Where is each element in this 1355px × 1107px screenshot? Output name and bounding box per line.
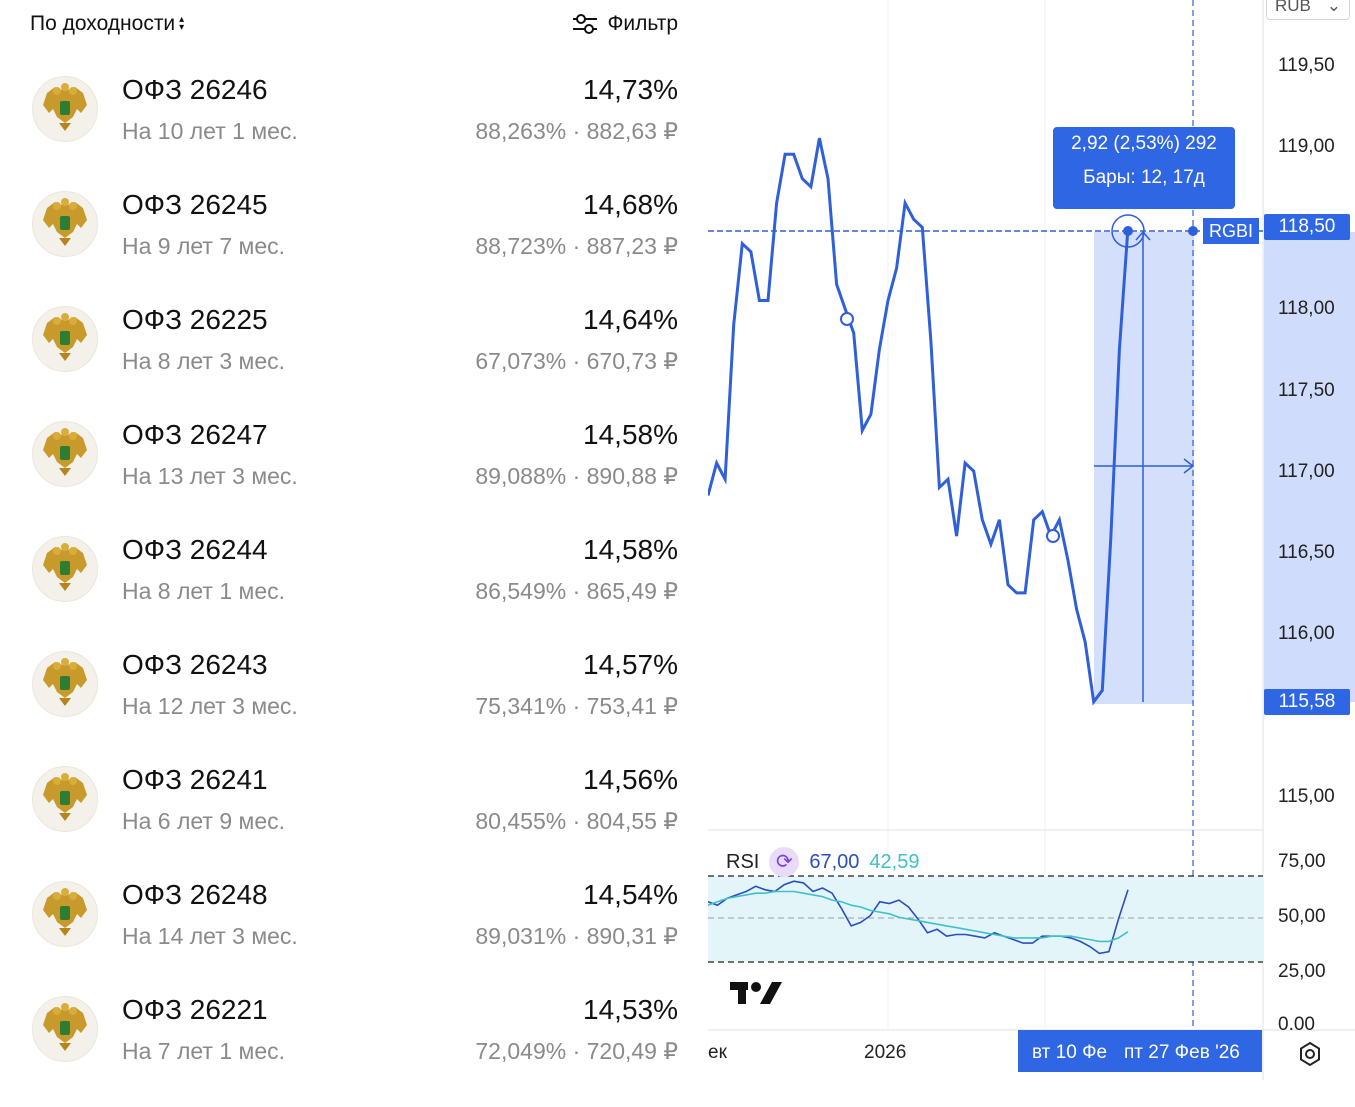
bond-name: ОФЗ 26243 xyxy=(122,649,268,680)
settings-icon[interactable] xyxy=(1296,1040,1324,1068)
price-axis-label: 119,50 xyxy=(1278,55,1335,76)
bond-term: На 6 лет 9 мес. xyxy=(122,808,286,834)
price-axis-label: 115,00 xyxy=(1278,786,1335,807)
time-axis-label: ек xyxy=(708,1042,727,1063)
rsi-axis-label: 25,00 xyxy=(1278,961,1326,982)
bond-yield: 14,73% xyxy=(583,74,678,105)
price-axis-label: 117,00 xyxy=(1278,461,1335,482)
bond-row[interactable]: ОФЗ 26221 На 7 лет 1 мес. 14,53% 72,049%… xyxy=(0,992,708,1107)
bond-row[interactable]: ОФЗ 26245 На 9 лет 7 мес. 14,68% 88,723%… xyxy=(0,187,708,302)
rsi-value: 67,00 xyxy=(809,850,860,873)
rsi-axis-label: 0,00 xyxy=(1278,1014,1315,1030)
bond-price: 72,049% · 720,49 ₽ xyxy=(475,1038,678,1064)
bond-price: 75,341% · 753,41 ₽ xyxy=(475,693,678,719)
price-axis-label: 116,00 xyxy=(1278,623,1335,644)
bond-price: 89,088% · 890,88 ₽ xyxy=(475,463,678,489)
rsi-ma-line xyxy=(708,890,1129,943)
chart-canvas[interactable] xyxy=(708,0,1355,1080)
price-axis-label: 117,50 xyxy=(1278,380,1335,401)
price-axis-label: 116,50 xyxy=(1278,542,1335,563)
emblem-icon xyxy=(32,306,98,372)
refresh-icon[interactable]: ⟳ xyxy=(769,847,800,877)
bond-term: На 14 лет 3 мес. xyxy=(122,923,298,949)
bond-name: ОФЗ 26241 xyxy=(122,764,268,795)
bond-row[interactable]: ОФЗ 26243 На 12 лет 3 мес. 14,57% 75,341… xyxy=(0,647,708,762)
bond-yield: 14,56% xyxy=(583,764,678,795)
bond-yield: 14,54% xyxy=(583,879,678,910)
bond-row[interactable]: ОФЗ 26247 На 13 лет 3 мес. 14,58% 89,088… xyxy=(0,417,708,532)
bond-row[interactable]: ОФЗ 26246 На 10 лет 1 мес. 14,73% 88,263… xyxy=(0,72,708,187)
emblem-icon xyxy=(32,421,98,487)
bond-price: 67,073% · 670,73 ₽ xyxy=(475,348,678,374)
price-line xyxy=(708,137,1130,706)
rsi-ma-value: 42,59 xyxy=(869,850,920,873)
bond-term: На 7 лет 1 мес. xyxy=(122,1038,286,1064)
currency-label: RUB xyxy=(1275,0,1311,15)
rsi-axis-label: 50,00 xyxy=(1278,906,1326,927)
bond-term: На 12 лет 3 мес. xyxy=(122,693,298,719)
bond-yield: 14,57% xyxy=(583,649,678,680)
time-range-end: пт 27 Фев '26 xyxy=(1110,1030,1262,1072)
measure-tooltip: 2,92 (2,53%) 292 Бары: 12, 17д xyxy=(1053,127,1235,209)
time-range-start: вт 10 Фе xyxy=(1018,1030,1110,1072)
bond-yield: 14,53% xyxy=(583,994,678,1025)
rsi-axis-label: 75,00 xyxy=(1278,851,1326,872)
bond-row[interactable]: ОФЗ 26244 На 8 лет 1 мес. 14,58% 86,549%… xyxy=(0,532,708,647)
bond-term: На 8 лет 1 мес. xyxy=(122,578,286,604)
emblem-icon xyxy=(32,191,98,257)
bond-name: ОФЗ 26246 xyxy=(122,74,268,105)
emblem-icon xyxy=(32,536,98,602)
chevron-down-icon: ⌄ xyxy=(1326,0,1341,15)
bond-name: ОФЗ 26244 xyxy=(122,534,268,565)
bond-term: На 9 лет 7 мес. xyxy=(122,233,286,259)
emblem-icon xyxy=(32,996,98,1062)
bond-name: ОФЗ 26248 xyxy=(122,879,268,910)
symbol-tag: RGBI xyxy=(1203,218,1259,244)
bond-price: 80,455% · 804,55 ₽ xyxy=(475,808,678,834)
rsi-label: RSI xyxy=(726,850,760,873)
price-axis-label: 119,00 xyxy=(1278,136,1335,157)
bond-price: 88,263% · 882,63 ₽ xyxy=(475,118,678,144)
bond-name: ОФЗ 26225 xyxy=(122,304,268,335)
tradingview-logo xyxy=(730,982,782,1004)
sort-icon: ▴ ▾ xyxy=(179,14,185,33)
bond-name: ОФЗ 26245 xyxy=(122,189,268,220)
price-chart[interactable]: RUB ⌄ xyxy=(708,0,1355,1080)
bond-yield: 14,58% xyxy=(583,419,678,450)
bond-row[interactable]: ОФЗ 26248 На 14 лет 3 мес. 14,54% 89,031… xyxy=(0,877,708,992)
sort-dropdown[interactable]: По доходности ▴ ▾ xyxy=(30,12,184,36)
bond-list-panel: По доходности ▴ ▾ Фильтр ОФЗ 26246 На 10 … xyxy=(0,12,708,1064)
rsi-legend: RSI ⟳ 67,00 42,59 xyxy=(726,847,919,877)
sort-label: По доходности xyxy=(30,12,176,35)
measure-change: 2,92 (2,53%) 292 xyxy=(1071,133,1217,154)
bond-price: 88,723% · 887,23 ₽ xyxy=(475,233,678,259)
filter-label: Фильтр xyxy=(607,12,678,35)
bond-name: ОФЗ 26221 xyxy=(122,994,268,1025)
bond-row[interactable]: ОФЗ 26225 На 8 лет 3 мес. 14,64% 67,073%… xyxy=(0,302,708,417)
low-price-tag: 115,58 xyxy=(1264,689,1350,715)
bond-term: На 13 лет 3 мес. xyxy=(122,463,298,489)
bond-yield: 14,64% xyxy=(583,304,678,335)
bond-price: 86,549% · 865,49 ₽ xyxy=(475,578,678,604)
bond-yield: 14,68% xyxy=(583,189,678,220)
time-axis-label: 2026 xyxy=(864,1042,907,1063)
price-axis-label: 118,00 xyxy=(1278,298,1335,319)
bond-name: ОФЗ 26247 xyxy=(122,419,268,450)
emblem-icon xyxy=(32,651,98,717)
filter-button[interactable]: Фильтр xyxy=(571,12,678,36)
bond-term: На 10 лет 1 мес. xyxy=(122,118,298,144)
filter-icon xyxy=(573,14,598,34)
bond-price: 89,031% · 890,31 ₽ xyxy=(475,923,678,949)
current-price-tag: 118,50 xyxy=(1264,214,1350,240)
bond-row[interactable]: ОФЗ 26241 На 6 лет 9 мес. 14,56% 80,455%… xyxy=(0,762,708,877)
bond-term: На 8 лет 3 мес. xyxy=(122,348,286,374)
currency-select[interactable]: RUB ⌄ xyxy=(1266,0,1350,20)
emblem-icon xyxy=(32,766,98,832)
measure-bars: Бары: 12, 17д xyxy=(1083,167,1205,188)
emblem-icon xyxy=(32,881,98,947)
bond-yield: 14,58% xyxy=(583,534,678,565)
emblem-icon xyxy=(32,76,98,142)
